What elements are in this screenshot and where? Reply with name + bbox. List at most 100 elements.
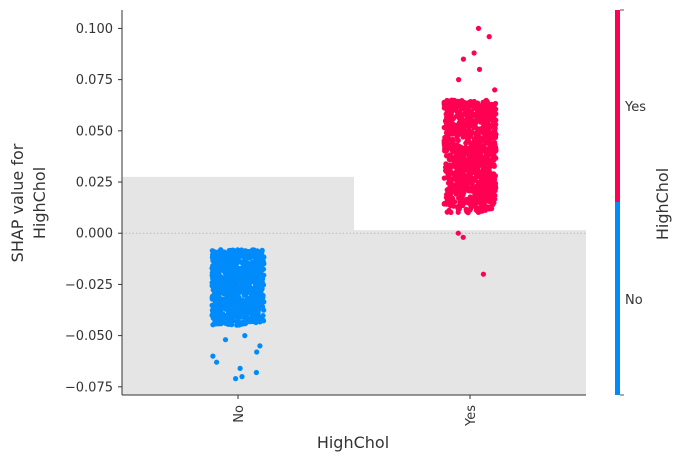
data-point <box>260 317 266 323</box>
data-point <box>256 279 262 285</box>
data-point <box>451 157 457 163</box>
data-point-outlier <box>254 349 260 355</box>
data-point <box>250 269 256 275</box>
data-point <box>466 120 472 126</box>
data-point-outlier <box>471 50 477 56</box>
data-point <box>463 184 469 190</box>
x-tick-label: No <box>232 405 247 423</box>
data-point <box>473 118 480 124</box>
data-point <box>212 318 218 324</box>
data-point <box>214 249 220 255</box>
data-point <box>444 97 450 104</box>
data-point <box>444 147 450 153</box>
data-point <box>449 170 455 176</box>
data-point <box>224 297 230 303</box>
data-point <box>459 123 465 129</box>
data-point <box>443 201 450 207</box>
data-point <box>461 103 467 109</box>
data-point <box>455 172 461 178</box>
data-point-outlier <box>486 34 492 40</box>
y-axis-title-line-2: HighChol <box>30 167 49 239</box>
data-point <box>235 300 241 306</box>
data-point <box>450 137 456 143</box>
data-point <box>235 319 241 325</box>
data-point <box>469 170 475 176</box>
data-point-outlier <box>492 87 498 93</box>
data-point <box>467 128 473 135</box>
data-point <box>216 283 222 289</box>
data-point <box>467 185 473 191</box>
data-point <box>231 275 237 282</box>
data-point <box>479 156 486 162</box>
data-point-outlier <box>476 66 483 72</box>
data-point <box>485 205 491 211</box>
data-point <box>460 152 466 158</box>
data-point <box>491 188 497 194</box>
data-point <box>479 192 485 198</box>
data-point <box>224 320 230 326</box>
data-point <box>219 296 225 302</box>
y-tick-label: 0.075 <box>76 73 113 88</box>
data-point <box>460 134 466 140</box>
data-point <box>452 97 458 104</box>
data-point <box>456 178 462 184</box>
data-point <box>483 151 489 158</box>
data-point <box>238 278 244 284</box>
data-point <box>466 166 472 172</box>
data-point-outlier <box>460 234 466 240</box>
data-point <box>454 142 460 148</box>
data-point <box>229 290 235 297</box>
data-point <box>216 261 222 267</box>
colorbar-high-label: Yes <box>624 100 646 115</box>
data-point <box>470 151 476 157</box>
data-point <box>238 265 244 271</box>
data-point <box>258 251 264 257</box>
data-point <box>472 187 478 194</box>
data-point-outlier <box>214 359 220 365</box>
data-point <box>448 176 455 182</box>
data-point <box>483 122 489 128</box>
data-point <box>473 124 479 130</box>
data-point <box>224 267 230 273</box>
data-point <box>441 175 447 181</box>
y-tick-label: 0.100 <box>76 22 113 37</box>
y-axis-title-line-1: SHAP value for <box>8 143 27 262</box>
data-point <box>248 316 254 322</box>
data-point <box>244 290 250 296</box>
data-point <box>233 266 239 272</box>
data-point <box>254 310 260 316</box>
data-point <box>246 275 252 281</box>
data-point <box>473 132 480 138</box>
data-point <box>479 183 485 189</box>
data-point <box>224 284 230 290</box>
data-point <box>468 99 474 105</box>
y-ticks: 0.100 0.075 0.050 0.025 0.000 −0.025 −0.050 −0.… <box>65 22 122 395</box>
data-point <box>444 170 451 176</box>
data-point <box>251 303 258 309</box>
data-point <box>472 192 478 198</box>
data-point <box>478 201 484 207</box>
data-point-outlier <box>233 376 239 382</box>
data-point <box>467 198 473 204</box>
data-point <box>462 157 468 164</box>
data-point-outlier <box>475 25 482 31</box>
data-point <box>249 296 255 303</box>
data-point <box>209 248 215 254</box>
data-point <box>442 164 449 170</box>
data-point <box>456 206 462 212</box>
colorbar-low-segment <box>615 202 620 395</box>
data-point <box>487 139 493 145</box>
data-point <box>476 172 482 178</box>
data-point <box>471 164 477 171</box>
data-point-outlier <box>257 343 263 349</box>
data-point <box>239 289 245 295</box>
y-tick-label: 0.025 <box>76 176 113 191</box>
data-point <box>476 209 482 215</box>
data-point <box>469 177 475 184</box>
data-point <box>469 160 475 166</box>
background-histogram <box>122 176 586 395</box>
data-point <box>216 310 222 316</box>
data-point <box>258 298 264 304</box>
data-point <box>224 315 230 322</box>
data-point <box>488 193 494 199</box>
